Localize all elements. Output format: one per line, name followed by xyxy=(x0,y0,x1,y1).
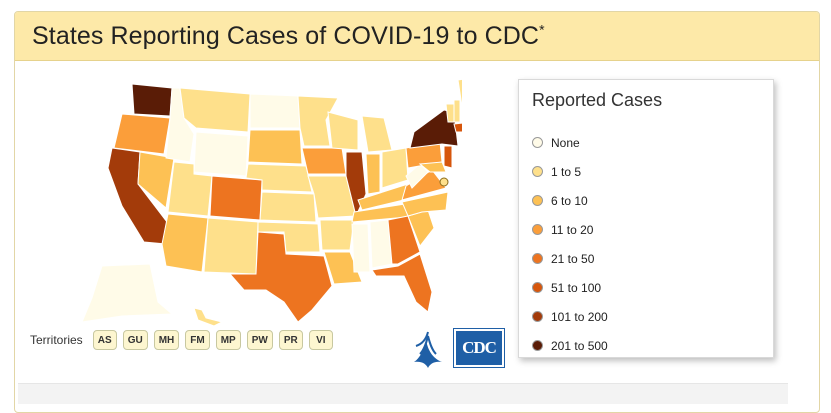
legend-label: 51 to 100 xyxy=(551,280,602,295)
title-footnote-mark: * xyxy=(539,21,545,38)
state-or[interactable] xyxy=(113,113,171,155)
state-co[interactable] xyxy=(209,175,263,221)
legend-panel: Reported Cases None 1 to 5 6 to 10 11 to… xyxy=(518,79,774,358)
card-header: States Reporting Cases of COVID-19 to CD… xyxy=(15,12,819,61)
territory-pr-button[interactable]: PR xyxy=(278,330,303,350)
state-az[interactable] xyxy=(161,213,209,273)
state-ga[interactable] xyxy=(387,215,421,265)
legend-item: 1 to 5 xyxy=(532,157,773,186)
state-ks[interactable] xyxy=(259,191,317,223)
legend-item: 201 to 500 xyxy=(532,331,773,360)
legend-label: 6 to 10 xyxy=(551,193,588,208)
state-wi[interactable] xyxy=(327,111,359,151)
territories-bar: Territories AS GU MH FM MP PW PR VI xyxy=(30,330,333,350)
state-wa[interactable] xyxy=(131,83,173,117)
legend-title: Reported Cases xyxy=(532,90,663,110)
legend-label: 21 to 50 xyxy=(551,251,595,266)
cdc-logo: CDC xyxy=(454,329,504,367)
state-nh[interactable] xyxy=(453,99,461,123)
state-in[interactable] xyxy=(365,153,381,195)
state-ia[interactable] xyxy=(301,147,347,175)
state-mn[interactable] xyxy=(297,95,339,147)
state-md[interactable] xyxy=(418,161,447,173)
legend-swatch-icon xyxy=(532,253,543,264)
state-nd[interactable] xyxy=(249,93,301,129)
legend-item: 51 to 100 xyxy=(532,273,773,302)
legend-label: 201 to 500 xyxy=(551,338,608,353)
state-la[interactable] xyxy=(323,251,363,285)
legend-swatch-icon xyxy=(532,166,543,177)
legend-swatch-icon xyxy=(532,224,543,235)
state-tx[interactable] xyxy=(228,231,333,323)
content-footer-strip xyxy=(18,383,788,404)
legend-item: 101 to 200 xyxy=(532,302,773,331)
state-hi[interactable] xyxy=(193,307,224,327)
state-nc[interactable] xyxy=(401,191,449,217)
dc-marker[interactable] xyxy=(439,177,449,187)
legend-swatch-icon xyxy=(532,137,543,148)
page-title-text: States Reporting Cases of COVID-19 to CD… xyxy=(32,21,540,50)
state-ky[interactable] xyxy=(357,183,413,211)
legend-label: 11 to 20 xyxy=(551,222,594,237)
territories-label: Territories xyxy=(30,333,83,347)
legend-swatch-icon xyxy=(532,195,543,206)
state-mi[interactable] xyxy=(361,115,393,153)
legend-list: None 1 to 5 6 to 10 11 to 20 21 to 50 51… xyxy=(519,128,773,360)
legend-item: 21 to 50 xyxy=(532,244,773,273)
territory-mp-button[interactable]: MP xyxy=(215,330,241,350)
legend-item: 6 to 10 xyxy=(532,186,773,215)
state-ak[interactable] xyxy=(81,263,174,323)
legend-label: 1 to 5 xyxy=(551,164,582,179)
legend-label: None xyxy=(551,135,580,150)
territory-vi-button[interactable]: VI xyxy=(308,330,333,350)
us-map[interactable] xyxy=(62,76,479,331)
territory-gu-button[interactable]: GU xyxy=(122,330,148,350)
state-oh[interactable] xyxy=(381,147,409,189)
state-ny[interactable] xyxy=(409,109,459,149)
legend-item: None xyxy=(532,128,773,157)
state-mt[interactable] xyxy=(179,87,251,133)
state-nm[interactable] xyxy=(203,217,259,275)
state-ms[interactable] xyxy=(351,223,371,273)
state-vt[interactable] xyxy=(445,103,455,123)
state-nv[interactable] xyxy=(137,151,175,209)
state-ar[interactable] xyxy=(319,219,355,251)
territory-pw-button[interactable]: PW xyxy=(246,330,273,350)
hhs-eagle-logo xyxy=(414,331,442,368)
legend-item: 11 to 20 xyxy=(532,215,773,244)
legend-label: 101 to 200 xyxy=(551,309,608,324)
state-fl[interactable] xyxy=(371,253,433,313)
territory-mh-button[interactable]: MH xyxy=(153,330,180,350)
state-ma[interactable] xyxy=(453,121,475,133)
legend-swatch-icon xyxy=(532,311,543,322)
state-nj[interactable] xyxy=(443,145,453,169)
state-sd[interactable] xyxy=(247,129,303,165)
legend-swatch-icon xyxy=(532,340,543,351)
state-wy[interactable] xyxy=(193,131,249,177)
territory-as-button[interactable]: AS xyxy=(92,330,117,350)
state-wv[interactable] xyxy=(405,163,429,189)
legend-swatch-icon xyxy=(532,282,543,293)
territory-fm-button[interactable]: FM xyxy=(185,330,210,350)
page-title: States Reporting Cases of COVID-19 to CD… xyxy=(32,22,545,51)
us-map-svg[interactable] xyxy=(62,76,479,327)
agency-logos: CDC xyxy=(410,328,504,368)
state-mo[interactable] xyxy=(307,175,357,219)
